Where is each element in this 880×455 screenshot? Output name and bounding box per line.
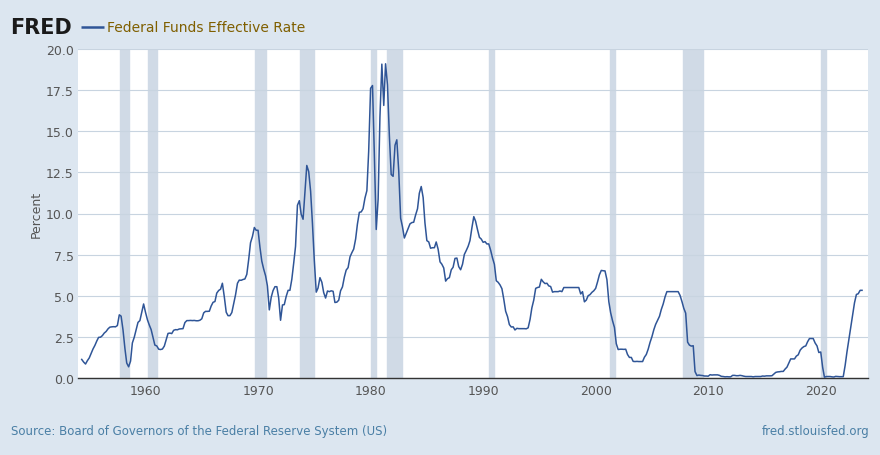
Bar xyxy=(149,50,157,378)
Bar xyxy=(610,50,615,378)
Text: Federal Funds Effective Rate: Federal Funds Effective Rate xyxy=(107,20,305,35)
Bar xyxy=(370,50,377,378)
Bar xyxy=(387,50,401,378)
Bar xyxy=(121,50,128,378)
Bar xyxy=(488,50,495,378)
Bar xyxy=(683,50,702,378)
Text: Source: Board of Governors of the Federal Reserve System (US): Source: Board of Governors of the Federa… xyxy=(11,424,386,437)
Bar xyxy=(821,50,826,378)
Y-axis label: Percent: Percent xyxy=(30,191,43,238)
Bar xyxy=(255,50,267,378)
Bar xyxy=(300,50,314,378)
Text: FRED: FRED xyxy=(11,17,72,37)
Text: fred.stlouisfed.org: fred.stlouisfed.org xyxy=(762,424,869,437)
